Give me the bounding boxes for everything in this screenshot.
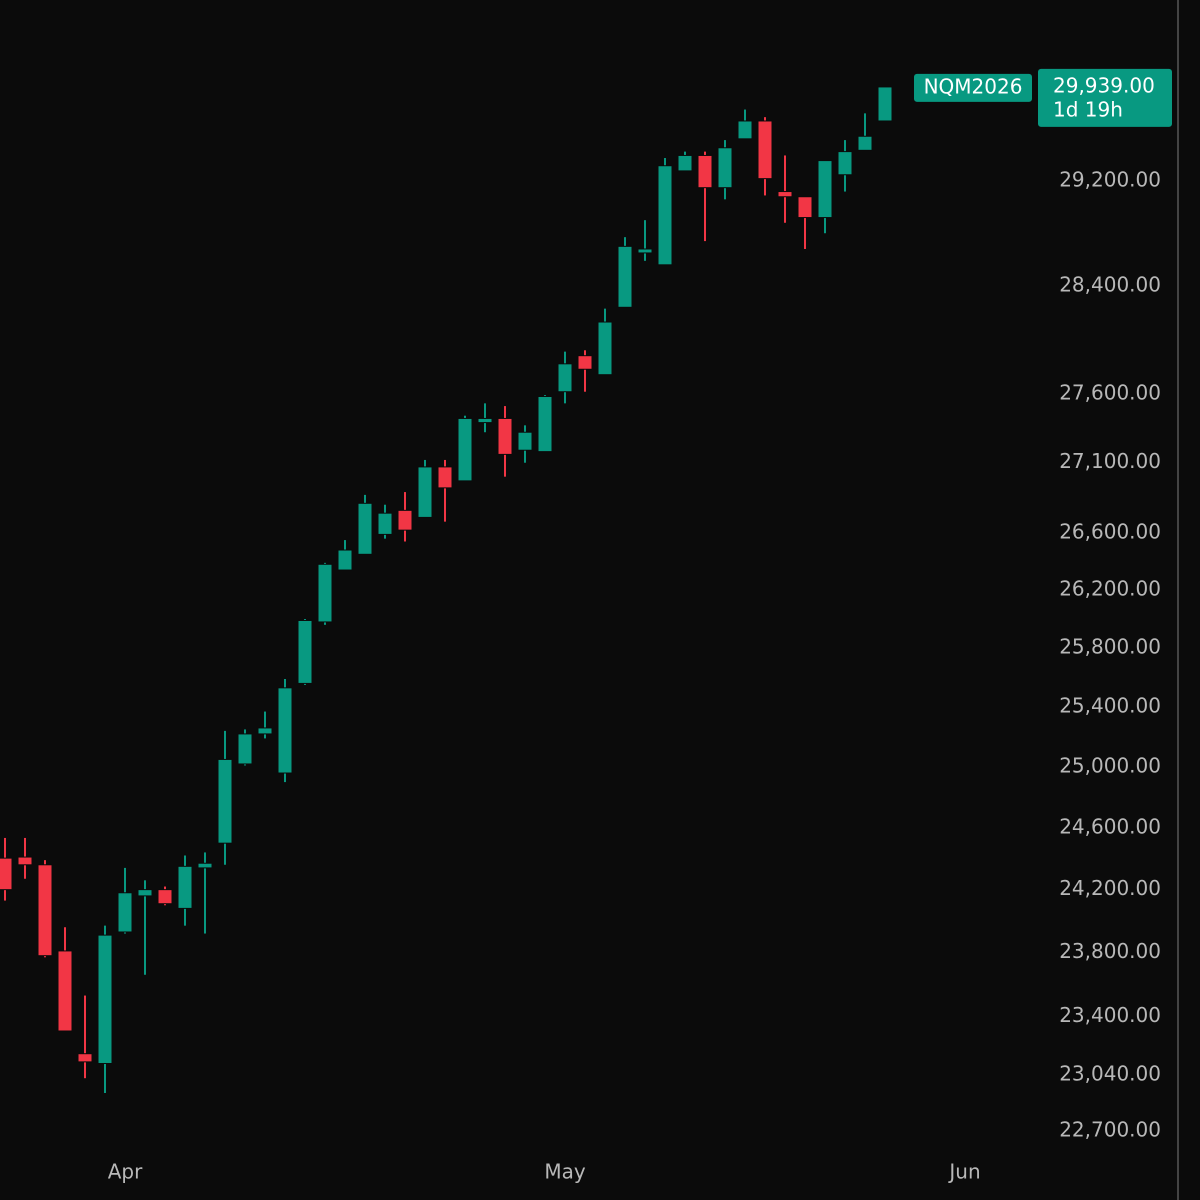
- candle-body: [697, 154, 713, 189]
- candle-body: [157, 889, 173, 905]
- candle-body: [237, 733, 253, 765]
- y-tick-label: 24,600.00: [1059, 814, 1161, 838]
- candle-body: [717, 147, 733, 189]
- candle-body: [517, 431, 533, 451]
- candle-body: [817, 160, 833, 219]
- y-tick-label: 29,200.00: [1059, 168, 1161, 192]
- candle-body: [797, 196, 813, 219]
- candle-body: [777, 191, 793, 198]
- candle-body: [877, 86, 893, 122]
- y-tick-label: 25,000.00: [1059, 753, 1161, 777]
- symbol-label: NQM2026: [924, 74, 1023, 98]
- price-label: 29,939.00: [1053, 73, 1155, 97]
- candle-body: [537, 396, 553, 453]
- candle-body: [737, 120, 753, 140]
- y-tick-label: 28,400.00: [1059, 272, 1161, 296]
- candle-body: [37, 864, 53, 957]
- candle-body: [577, 355, 593, 370]
- candle-body: [437, 466, 453, 489]
- candle-body: [197, 862, 213, 869]
- candle-body: [357, 502, 373, 555]
- y-tick-label: 22,700.00: [1059, 1118, 1161, 1142]
- candle-body: [377, 512, 393, 535]
- candle-body: [117, 892, 133, 933]
- x-tick-label: Apr: [108, 1160, 143, 1184]
- candle-body: [657, 165, 673, 266]
- candle-body: [457, 417, 473, 482]
- candle-body: [177, 865, 193, 909]
- candle-body: [677, 154, 693, 172]
- candle-body: [17, 856, 33, 866]
- candle-body: [257, 727, 273, 735]
- candle-body: [557, 363, 573, 393]
- y-tick-label: 27,100.00: [1059, 449, 1161, 473]
- y-tick-label: 26,600.00: [1059, 519, 1161, 543]
- x-tick-label: Jun: [947, 1160, 980, 1184]
- candle-body: [597, 321, 613, 376]
- price-tag: [1038, 68, 1172, 127]
- countdown-label: 1d 19h: [1053, 97, 1123, 121]
- candle-body: [477, 417, 493, 424]
- candle-body: [837, 151, 853, 176]
- y-tick-label: 27,600.00: [1059, 380, 1161, 404]
- y-tick-label: 23,800.00: [1059, 939, 1161, 963]
- y-tick-label: 24,200.00: [1059, 876, 1161, 900]
- symbol-tag: [914, 73, 1032, 102]
- y-tick-label: 23,040.00: [1059, 1061, 1161, 1085]
- candle-body: [0, 857, 13, 891]
- candle-body: [617, 245, 633, 308]
- candle-body: [277, 687, 293, 774]
- candle-body: [97, 934, 113, 1064]
- candle-body: [297, 619, 313, 684]
- candle-body: [397, 509, 413, 531]
- candle-body: [857, 135, 873, 151]
- candle-body: [217, 758, 233, 844]
- candle-body: [337, 549, 353, 571]
- candle-body: [57, 950, 73, 1032]
- y-tick-label: 25,400.00: [1059, 694, 1161, 718]
- candle-body: [637, 248, 653, 254]
- candle-body: [497, 417, 513, 455]
- candle-body: [137, 889, 153, 897]
- candle-body: [757, 120, 773, 180]
- candle-body: [317, 563, 333, 623]
- candle-body: [417, 466, 433, 518]
- y-tick-label: 25,800.00: [1059, 635, 1161, 659]
- y-tick-label: 26,200.00: [1059, 577, 1161, 601]
- candle-body: [77, 1053, 93, 1063]
- x-tick-label: May: [544, 1160, 586, 1184]
- y-tick-label: 23,400.00: [1059, 1003, 1161, 1027]
